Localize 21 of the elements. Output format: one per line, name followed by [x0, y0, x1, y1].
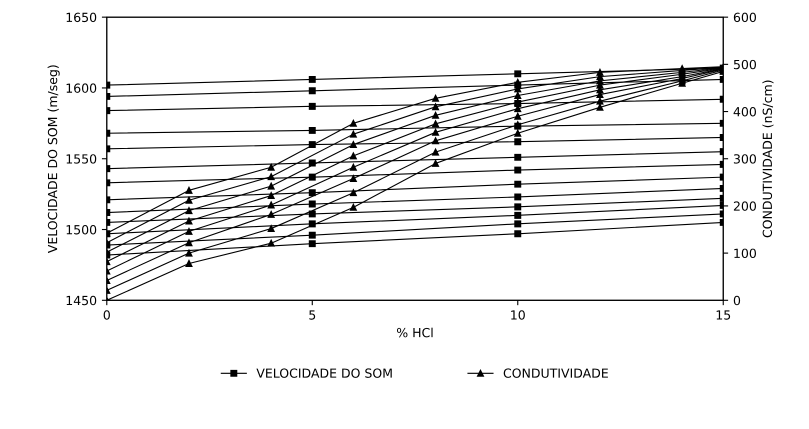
y2-tick-label: 400 — [734, 107, 756, 116]
x-axis-title: % HCl — [396, 328, 433, 338]
y-tick-label: 1500 — [66, 224, 96, 234]
y2-tick-label: 100 — [734, 248, 756, 258]
y2-tick-label: 0 — [734, 296, 740, 306]
x-tick-label: 15 — [716, 310, 730, 320]
x-tick-label: 0 — [104, 310, 110, 320]
y-tick-label: 1600 — [66, 83, 96, 93]
y-axis-title: VELOCIDADE DO SOM (m/seg) — [48, 65, 60, 254]
y2-axis-title: CONDUTIVIDADE (nS/cm) — [762, 80, 774, 238]
legend-label: CONDUTIVIDADE — [504, 368, 608, 378]
y-tick-label: 1550 — [66, 154, 96, 164]
y2-tick-label: 200 — [734, 201, 756, 211]
legend-label: VELOCIDADE DO SOM — [256, 368, 392, 378]
y2-tick-label: 300 — [734, 154, 756, 164]
y2-tick-label: 500 — [734, 60, 756, 70]
y2-tick-label: 600 — [734, 12, 756, 22]
x-tick-label: 10 — [511, 310, 525, 320]
x-tick-label: 5 — [309, 310, 316, 320]
y-tick-label: 1650 — [66, 12, 96, 22]
y-tick-label: 1450 — [66, 296, 96, 306]
